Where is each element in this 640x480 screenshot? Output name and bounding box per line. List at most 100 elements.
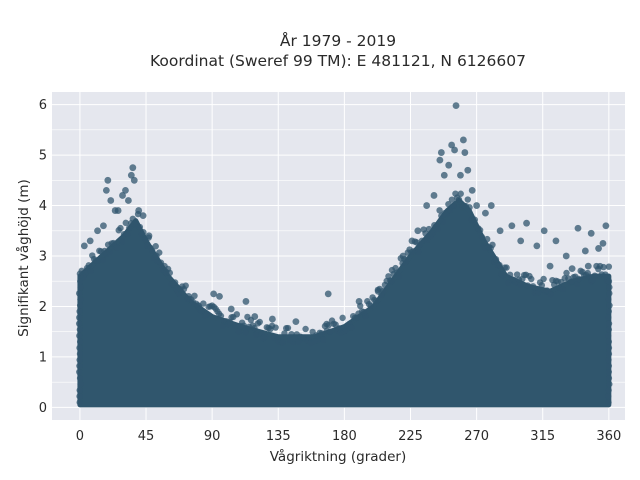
chart-title-line2: Koordinat (Sweref 99 TM): E 481121, N 61…	[150, 52, 526, 70]
data-point	[122, 187, 129, 194]
data-point	[119, 192, 126, 199]
data-point	[76, 399, 83, 406]
data-point	[77, 296, 84, 303]
data-point	[76, 362, 83, 370]
data-point	[374, 287, 382, 295]
data-point	[284, 324, 292, 332]
data-point	[76, 344, 83, 352]
data-point	[538, 282, 546, 289]
data-point	[581, 247, 589, 255]
data-point	[605, 350, 613, 358]
data-point	[113, 244, 121, 251]
data-point	[517, 281, 524, 289]
data-point	[77, 278, 84, 285]
data-point	[492, 256, 500, 263]
data-point	[473, 202, 481, 209]
x-tick-label: 90	[204, 429, 221, 444]
data-point	[605, 320, 613, 327]
data-point	[587, 229, 595, 237]
data-point	[547, 291, 554, 298]
data-point	[604, 332, 612, 339]
y-tick-label: 5	[39, 149, 47, 164]
data-point	[76, 338, 84, 345]
data-point	[528, 275, 535, 283]
data-point	[76, 374, 84, 382]
x-tick-label: 45	[138, 429, 155, 444]
data-point	[362, 312, 369, 320]
data-point	[584, 262, 592, 270]
data-point	[242, 298, 250, 305]
data-point	[253, 331, 260, 338]
data-point	[348, 324, 355, 331]
data-points	[75, 102, 613, 406]
data-point	[513, 271, 521, 278]
x-tick-label: 0	[76, 429, 84, 444]
data-point	[122, 219, 129, 227]
data-point	[605, 344, 613, 352]
data-point	[279, 339, 286, 346]
data-point	[130, 176, 138, 184]
data-point	[415, 248, 422, 256]
data-point	[605, 374, 613, 382]
data-point	[436, 207, 443, 214]
data-point	[461, 149, 469, 156]
data-point	[439, 218, 447, 225]
data-point	[414, 227, 422, 235]
data-point	[559, 286, 567, 293]
data-point	[606, 302, 613, 309]
data-point	[136, 223, 144, 231]
data-point	[387, 277, 395, 285]
data-point	[216, 292, 223, 300]
data-point	[459, 136, 467, 144]
data-point	[210, 290, 218, 298]
data-point	[135, 207, 143, 214]
data-point	[424, 237, 431, 244]
data-point	[464, 196, 471, 203]
data-point	[443, 211, 450, 218]
data-point	[76, 314, 83, 321]
data-point	[77, 380, 84, 388]
x-tick-label: 180	[332, 429, 357, 444]
data-point	[445, 161, 453, 169]
data-point	[429, 230, 436, 237]
data-point	[517, 237, 525, 245]
data-point	[240, 322, 248, 329]
data-point	[281, 330, 288, 337]
y-tick-label: 1	[39, 350, 47, 365]
data-point	[605, 362, 613, 370]
data-point	[355, 298, 363, 305]
data-point	[408, 237, 416, 245]
data-point	[471, 216, 479, 223]
data-point	[599, 239, 607, 247]
data-point	[76, 393, 83, 400]
data-point	[372, 298, 380, 305]
x-axis-ticks: 0 45 90 135 180 225 270 315 360	[76, 429, 621, 444]
data-point	[605, 399, 612, 406]
data-point	[606, 290, 613, 297]
data-point	[482, 209, 489, 217]
data-point	[82, 270, 89, 277]
data-point	[605, 326, 612, 333]
data-point	[436, 156, 444, 164]
data-point	[468, 187, 476, 194]
y-tick-label: 6	[39, 98, 47, 113]
data-point	[425, 225, 433, 233]
data-point	[595, 245, 602, 252]
data-point	[535, 289, 542, 296]
data-point	[124, 230, 131, 238]
data-point	[562, 252, 570, 260]
data-point	[605, 387, 612, 394]
chart-title-line1: År 1979 - 2019	[280, 31, 396, 50]
data-point	[227, 305, 235, 313]
data-point	[76, 356, 83, 364]
data-point	[152, 252, 160, 260]
data-point	[152, 243, 159, 250]
data-point	[94, 257, 101, 265]
data-point	[600, 263, 607, 271]
data-point	[75, 320, 83, 327]
x-tick-label: 270	[464, 429, 489, 444]
data-point	[605, 308, 612, 315]
data-point	[106, 248, 114, 256]
data-point	[605, 338, 613, 345]
